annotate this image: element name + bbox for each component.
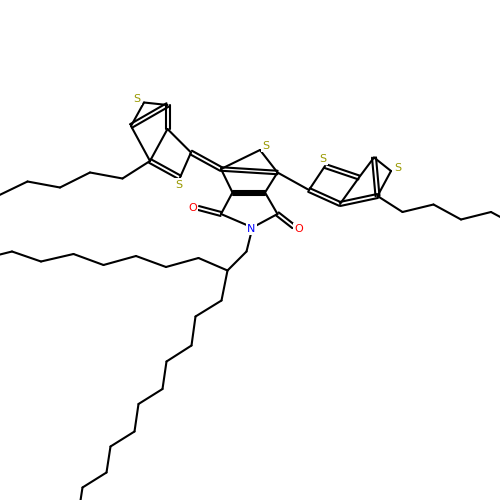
Text: S: S [262,141,270,151]
Text: O: O [294,224,303,234]
Text: S: S [394,163,402,173]
Text: O: O [188,203,197,213]
Text: S: S [176,180,182,190]
Text: N: N [248,224,256,234]
Text: S: S [134,94,140,104]
Text: S: S [320,154,326,164]
